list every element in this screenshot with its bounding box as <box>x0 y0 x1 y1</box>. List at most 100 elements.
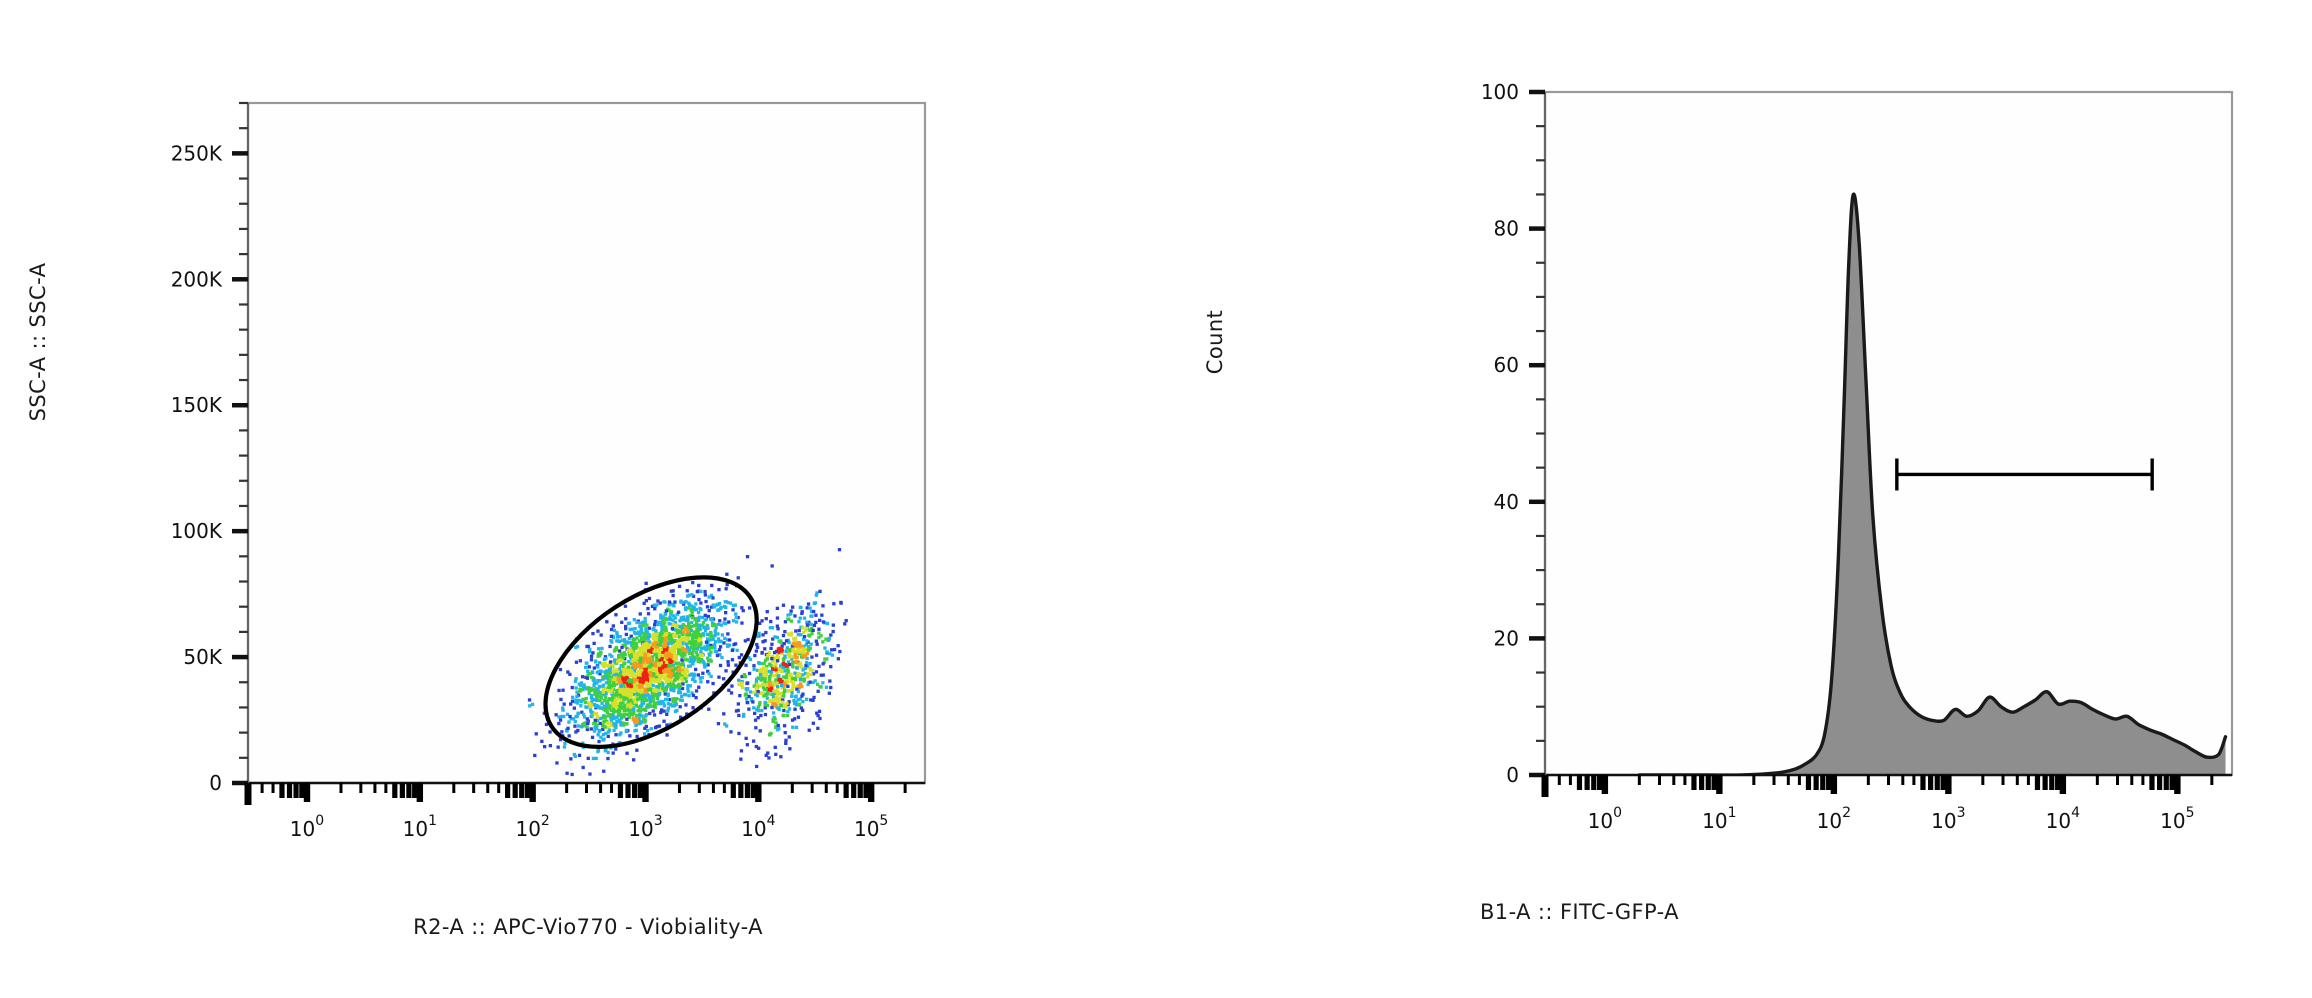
density-point <box>638 694 643 698</box>
density-point <box>628 641 632 645</box>
density-point <box>626 678 630 682</box>
density-point <box>709 643 713 647</box>
density-point <box>751 700 755 704</box>
density-point <box>694 643 698 647</box>
density-point <box>588 701 592 705</box>
density-point <box>627 695 631 699</box>
density-point <box>612 628 616 633</box>
density-point <box>558 738 563 742</box>
density-point <box>640 690 644 694</box>
density-point <box>680 662 684 666</box>
density-point <box>756 716 760 720</box>
density-point <box>769 664 774 668</box>
density-point <box>779 691 783 696</box>
density-point <box>671 662 676 667</box>
density-point <box>672 689 676 693</box>
density-point <box>596 652 601 656</box>
density-point <box>768 676 772 681</box>
scatter-x-minor-tick <box>750 783 756 798</box>
live-cells-gate-ellipse[interactable] <box>516 543 786 782</box>
density-point <box>707 609 711 613</box>
density-point <box>808 628 812 632</box>
density-point <box>691 636 695 640</box>
histogram-x-minor-tick <box>1866 775 1870 785</box>
density-point <box>694 667 698 672</box>
density-point <box>728 638 732 642</box>
density-point <box>774 649 779 654</box>
density-point <box>561 706 565 710</box>
density-point <box>654 679 658 683</box>
density-point <box>591 651 595 655</box>
scatter-x-minor-tick <box>452 783 456 793</box>
density-point <box>694 608 698 612</box>
density-point <box>588 772 592 776</box>
density-point <box>565 712 570 716</box>
density-point <box>823 657 827 661</box>
density-point <box>727 620 731 624</box>
density-point <box>653 661 658 666</box>
density-point <box>665 673 669 678</box>
density-point <box>619 684 624 688</box>
density-point <box>622 661 626 665</box>
density-point <box>606 672 610 676</box>
density-point <box>784 663 788 667</box>
density-point <box>597 694 601 698</box>
density-point <box>601 727 605 731</box>
density-point <box>666 653 670 657</box>
density-point <box>821 673 825 677</box>
density-point <box>642 634 646 638</box>
density-point <box>685 658 690 662</box>
density-point <box>590 693 594 698</box>
density-point <box>814 620 818 624</box>
density-point <box>652 672 656 676</box>
density-point <box>724 611 728 615</box>
density-point <box>793 707 797 711</box>
density-point <box>594 704 598 709</box>
density-point <box>629 654 633 658</box>
density-point <box>604 676 608 680</box>
density-point <box>659 669 663 674</box>
density-point <box>773 701 777 706</box>
density-point <box>734 663 738 667</box>
density-point <box>714 640 718 644</box>
density-point <box>622 712 627 717</box>
density-point <box>704 599 708 604</box>
density-point <box>605 710 609 714</box>
density-point <box>651 645 656 649</box>
scatter-plot-frame <box>246 101 927 785</box>
density-point <box>599 735 603 739</box>
density-point <box>690 593 694 597</box>
gfp-positive-gate-marker[interactable] <box>1895 458 2154 491</box>
density-point <box>798 676 803 680</box>
density-point <box>672 649 677 653</box>
density-point <box>625 708 629 712</box>
density-point <box>664 649 668 653</box>
density-point <box>805 652 809 656</box>
density-point <box>581 741 585 745</box>
density-point <box>577 724 581 728</box>
density-point <box>659 632 663 636</box>
density-point <box>620 638 624 643</box>
scatter-x-minor-tick <box>697 783 701 793</box>
density-point <box>584 696 588 701</box>
density-point <box>662 624 666 628</box>
density-point <box>778 664 783 668</box>
density-point <box>636 697 640 701</box>
density-point <box>806 648 811 652</box>
density-point <box>557 715 561 719</box>
density-point <box>707 707 711 711</box>
density-point <box>712 605 716 609</box>
density-point <box>629 671 634 675</box>
density-point <box>754 677 759 681</box>
density-point <box>654 629 658 633</box>
density-point <box>790 694 794 698</box>
density-point <box>654 670 659 674</box>
density-point <box>803 653 808 657</box>
density-point <box>649 649 653 654</box>
density-point <box>558 718 563 722</box>
density-point <box>625 694 629 698</box>
density-point <box>744 697 749 701</box>
density-point <box>592 729 597 733</box>
density-point <box>655 725 659 729</box>
density-point <box>747 671 752 676</box>
